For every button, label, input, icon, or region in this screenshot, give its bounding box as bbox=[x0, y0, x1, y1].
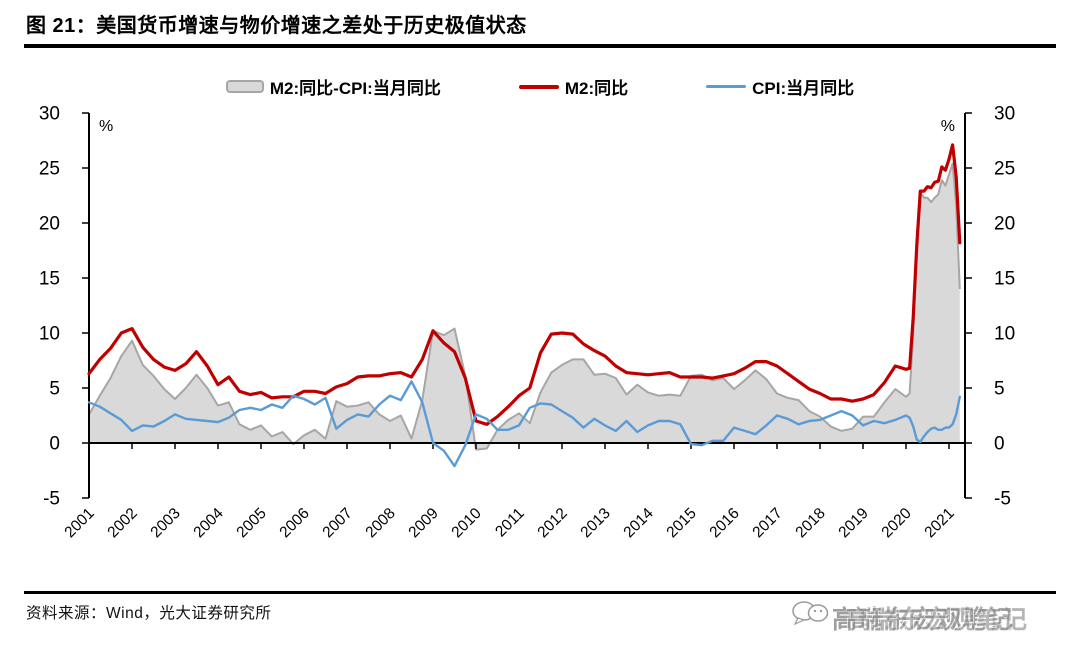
x-tick-label: 2002 bbox=[104, 505, 140, 541]
y-tick-label: 10 bbox=[994, 324, 1015, 345]
x-tick-label: 2012 bbox=[534, 505, 570, 541]
x-tick-label: 2017 bbox=[749, 505, 785, 541]
y-tick-label: 20 bbox=[994, 214, 1015, 235]
area-swatch-icon bbox=[225, 80, 264, 93]
x-tick-label: 2013 bbox=[577, 505, 613, 541]
x-tick-label: 2021 bbox=[921, 505, 957, 541]
x-tick-label: 2020 bbox=[878, 505, 915, 542]
x-tick-label: 2008 bbox=[362, 505, 398, 541]
footer-divider bbox=[24, 591, 1056, 594]
x-tick-label: 2016 bbox=[706, 505, 742, 541]
watermark: 高瑞东宏观笔记 高瑞东宏观笔记 bbox=[792, 597, 1072, 641]
wechat-bubbles-icon bbox=[792, 601, 829, 626]
source-note: 资料来源：Wind，光大证券研究所 bbox=[26, 605, 272, 622]
x-tick-label: 2003 bbox=[147, 505, 183, 541]
y-tick-label: 20 bbox=[39, 214, 60, 235]
x-tick-label: 2004 bbox=[190, 505, 227, 542]
y-tick-label: 15 bbox=[994, 269, 1015, 290]
x-tick-label: 2006 bbox=[276, 505, 312, 541]
y-tick-label: 10 bbox=[39, 324, 60, 345]
legend-label-cpi: CPI:当月同比 bbox=[752, 79, 855, 98]
y-tick-label: 0 bbox=[49, 434, 60, 455]
chart-legend: M2:同比-CPI:当月同比 M2:同比 CPI:当月同比 bbox=[0, 74, 1080, 99]
spread-area-fill bbox=[89, 163, 960, 450]
spread-area-edge bbox=[88, 162, 961, 451]
legend-item-m2: M2:同比 bbox=[518, 74, 629, 99]
cpi-line bbox=[87, 380, 961, 468]
y-tick-label: 30 bbox=[39, 104, 60, 125]
figure-title: 图 21：美国货币增速与物价增速之差处于历史极值状态 bbox=[26, 15, 527, 37]
x-tick-label: 2019 bbox=[835, 505, 871, 541]
x-tick-label: 2009 bbox=[405, 505, 441, 541]
red-line-swatch-icon bbox=[518, 84, 559, 89]
blue-line-swatch-icon bbox=[706, 85, 747, 88]
y-tick-label: 5 bbox=[49, 379, 60, 400]
unit-label-left: % bbox=[99, 118, 113, 135]
watermark-text-ghost: 高瑞东宏观笔记 bbox=[846, 606, 1029, 634]
m2-line bbox=[87, 143, 962, 426]
y-tick-label: 25 bbox=[39, 159, 60, 180]
legend-item-cpi: CPI:当月同比 bbox=[706, 74, 854, 99]
title-divider bbox=[24, 44, 1056, 48]
x-tick-label: 2007 bbox=[319, 505, 355, 541]
y-tick-label: -5 bbox=[994, 489, 1011, 510]
x-tick-label: 2010 bbox=[448, 505, 485, 542]
x-tick-label: 2001 bbox=[61, 505, 97, 541]
x-tick-label: 2005 bbox=[233, 505, 269, 541]
x-tick-label: 2015 bbox=[663, 505, 699, 541]
y-tick-label: 0 bbox=[994, 434, 1005, 455]
y-tick-label: 15 bbox=[39, 269, 60, 290]
unit-label-right: % bbox=[941, 118, 955, 135]
y-tick-label: -5 bbox=[43, 489, 60, 510]
x-tick-label: 2014 bbox=[620, 505, 657, 542]
x-tick-label: 2018 bbox=[792, 505, 828, 541]
legend-label-m2: M2:同比 bbox=[564, 79, 629, 98]
watermark-text: 高瑞东宏观笔记 bbox=[832, 606, 1015, 634]
y-tick-label: 25 bbox=[994, 159, 1015, 180]
x-tick-label: 2011 bbox=[492, 505, 528, 541]
legend-label-spread: M2:同比-CPI:当月同比 bbox=[269, 79, 441, 98]
y-tick-label: 30 bbox=[994, 104, 1015, 125]
legend-item-spread: M2:同比-CPI:当月同比 bbox=[225, 74, 441, 99]
y-tick-label: 5 bbox=[994, 379, 1005, 400]
